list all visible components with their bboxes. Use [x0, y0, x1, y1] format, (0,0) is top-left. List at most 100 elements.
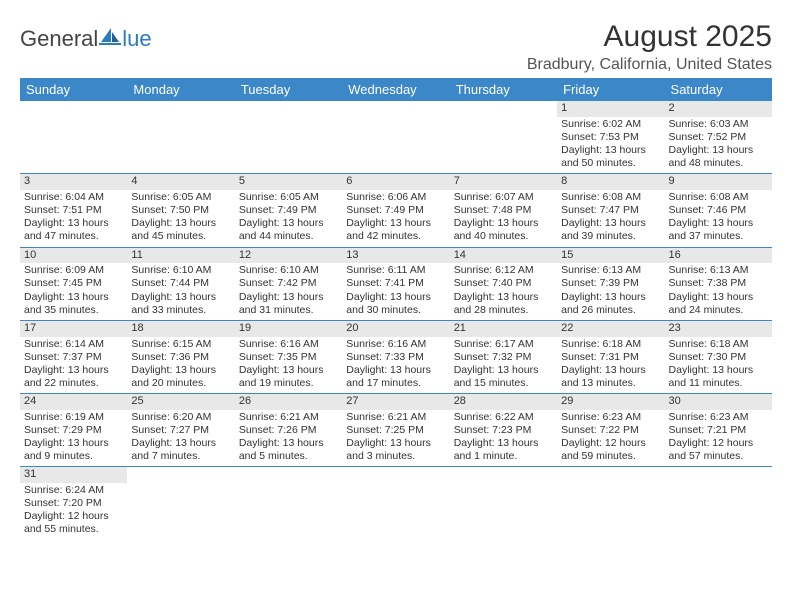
day-header: Monday	[127, 78, 234, 101]
day-cell: 1Sunrise: 6:02 AMSunset: 7:53 PMDaylight…	[557, 101, 664, 174]
day-number: 14	[450, 248, 557, 264]
day-number: 29	[557, 394, 664, 410]
week-row: 24Sunrise: 6:19 AMSunset: 7:29 PMDayligh…	[20, 394, 772, 467]
day-cell: 5Sunrise: 6:05 AMSunset: 7:49 PMDaylight…	[235, 174, 342, 247]
day-cell: 21Sunrise: 6:17 AMSunset: 7:32 PMDayligh…	[450, 320, 557, 393]
header: General lue August 2025 Bradbury, Califo…	[20, 20, 772, 74]
sunset: Sunset: 7:50 PM	[131, 204, 230, 217]
day-header: Saturday	[665, 78, 772, 101]
calendar-body: 1Sunrise: 6:02 AMSunset: 7:53 PMDaylight…	[20, 101, 772, 540]
sunset: Sunset: 7:49 PM	[346, 204, 445, 217]
sunset: Sunset: 7:53 PM	[561, 131, 660, 144]
sunrise: Sunrise: 6:06 AM	[346, 191, 445, 204]
sunset: Sunset: 7:51 PM	[24, 204, 123, 217]
day-number: 10	[20, 248, 127, 264]
week-row: 10Sunrise: 6:09 AMSunset: 7:45 PMDayligh…	[20, 247, 772, 320]
sunrise: Sunrise: 6:02 AM	[561, 118, 660, 131]
day-number: 9	[665, 174, 772, 190]
sunset: Sunset: 7:22 PM	[561, 424, 660, 437]
sunrise: Sunrise: 6:24 AM	[24, 484, 123, 497]
day-cell: 9Sunrise: 6:08 AMSunset: 7:46 PMDaylight…	[665, 174, 772, 247]
daylight: Daylight: 13 hours and 9 minutes.	[24, 437, 123, 463]
sunrise: Sunrise: 6:16 AM	[346, 338, 445, 351]
sunset: Sunset: 7:42 PM	[239, 277, 338, 290]
day-details: Sunrise: 6:10 AMSunset: 7:42 PMDaylight:…	[235, 263, 342, 320]
day-cell: 29Sunrise: 6:23 AMSunset: 7:22 PMDayligh…	[557, 394, 664, 467]
daylight: Daylight: 13 hours and 45 minutes.	[131, 217, 230, 243]
day-number: 1	[557, 101, 664, 117]
logo-sail-icon	[98, 26, 122, 52]
day-cell: 14Sunrise: 6:12 AMSunset: 7:40 PMDayligh…	[450, 247, 557, 320]
day-number: 18	[127, 321, 234, 337]
sunrise: Sunrise: 6:18 AM	[669, 338, 768, 351]
day-number: 30	[665, 394, 772, 410]
sunset: Sunset: 7:27 PM	[131, 424, 230, 437]
sunrise: Sunrise: 6:04 AM	[24, 191, 123, 204]
day-details: Sunrise: 6:02 AMSunset: 7:53 PMDaylight:…	[557, 117, 664, 174]
day-number: 19	[235, 321, 342, 337]
day-details: Sunrise: 6:11 AMSunset: 7:41 PMDaylight:…	[342, 263, 449, 320]
sunset: Sunset: 7:26 PM	[239, 424, 338, 437]
day-cell: 17Sunrise: 6:14 AMSunset: 7:37 PMDayligh…	[20, 320, 127, 393]
day-number: 4	[127, 174, 234, 190]
day-number: 16	[665, 248, 772, 264]
daylight: Daylight: 13 hours and 50 minutes.	[561, 144, 660, 170]
day-number: 5	[235, 174, 342, 190]
day-cell: 4Sunrise: 6:05 AMSunset: 7:50 PMDaylight…	[127, 174, 234, 247]
day-header-row: SundayMondayTuesdayWednesdayThursdayFrid…	[20, 78, 772, 101]
day-details: Sunrise: 6:18 AMSunset: 7:30 PMDaylight:…	[665, 337, 772, 394]
day-cell: 15Sunrise: 6:13 AMSunset: 7:39 PMDayligh…	[557, 247, 664, 320]
sunrise: Sunrise: 6:19 AM	[24, 411, 123, 424]
day-number: 7	[450, 174, 557, 190]
daylight: Daylight: 13 hours and 17 minutes.	[346, 364, 445, 390]
daylight: Daylight: 13 hours and 7 minutes.	[131, 437, 230, 463]
empty-cell	[450, 467, 557, 540]
day-details: Sunrise: 6:08 AMSunset: 7:46 PMDaylight:…	[665, 190, 772, 247]
day-number: 17	[20, 321, 127, 337]
day-details: Sunrise: 6:16 AMSunset: 7:35 PMDaylight:…	[235, 337, 342, 394]
month-title: August 2025	[527, 20, 772, 54]
sunset: Sunset: 7:36 PM	[131, 351, 230, 364]
day-details: Sunrise: 6:14 AMSunset: 7:37 PMDaylight:…	[20, 337, 127, 394]
day-number: 26	[235, 394, 342, 410]
day-cell: 3Sunrise: 6:04 AMSunset: 7:51 PMDaylight…	[20, 174, 127, 247]
sunrise: Sunrise: 6:14 AM	[24, 338, 123, 351]
day-details: Sunrise: 6:20 AMSunset: 7:27 PMDaylight:…	[127, 410, 234, 467]
day-cell: 23Sunrise: 6:18 AMSunset: 7:30 PMDayligh…	[665, 320, 772, 393]
day-number: 8	[557, 174, 664, 190]
day-number: 27	[342, 394, 449, 410]
day-cell: 28Sunrise: 6:22 AMSunset: 7:23 PMDayligh…	[450, 394, 557, 467]
sunrise: Sunrise: 6:21 AM	[239, 411, 338, 424]
day-number: 22	[557, 321, 664, 337]
sunset: Sunset: 7:23 PM	[454, 424, 553, 437]
sunset: Sunset: 7:29 PM	[24, 424, 123, 437]
day-details: Sunrise: 6:13 AMSunset: 7:39 PMDaylight:…	[557, 263, 664, 320]
day-details: Sunrise: 6:17 AMSunset: 7:32 PMDaylight:…	[450, 337, 557, 394]
day-details: Sunrise: 6:03 AMSunset: 7:52 PMDaylight:…	[665, 117, 772, 174]
day-cell: 19Sunrise: 6:16 AMSunset: 7:35 PMDayligh…	[235, 320, 342, 393]
sunrise: Sunrise: 6:10 AM	[239, 264, 338, 277]
day-cell: 10Sunrise: 6:09 AMSunset: 7:45 PMDayligh…	[20, 247, 127, 320]
sunset: Sunset: 7:21 PM	[669, 424, 768, 437]
sunset: Sunset: 7:25 PM	[346, 424, 445, 437]
day-details: Sunrise: 6:23 AMSunset: 7:21 PMDaylight:…	[665, 410, 772, 467]
daylight: Daylight: 13 hours and 22 minutes.	[24, 364, 123, 390]
sunset: Sunset: 7:40 PM	[454, 277, 553, 290]
day-details: Sunrise: 6:07 AMSunset: 7:48 PMDaylight:…	[450, 190, 557, 247]
sunset: Sunset: 7:20 PM	[24, 497, 123, 510]
day-details: Sunrise: 6:05 AMSunset: 7:49 PMDaylight:…	[235, 190, 342, 247]
sunset: Sunset: 7:35 PM	[239, 351, 338, 364]
sunset: Sunset: 7:46 PM	[669, 204, 768, 217]
week-row: 1Sunrise: 6:02 AMSunset: 7:53 PMDaylight…	[20, 101, 772, 174]
daylight: Daylight: 13 hours and 31 minutes.	[239, 291, 338, 317]
calendar-table: SundayMondayTuesdayWednesdayThursdayFrid…	[20, 78, 772, 540]
daylight: Daylight: 13 hours and 26 minutes.	[561, 291, 660, 317]
sunset: Sunset: 7:41 PM	[346, 277, 445, 290]
day-cell: 30Sunrise: 6:23 AMSunset: 7:21 PMDayligh…	[665, 394, 772, 467]
day-number: 20	[342, 321, 449, 337]
day-details: Sunrise: 6:15 AMSunset: 7:36 PMDaylight:…	[127, 337, 234, 394]
daylight: Daylight: 13 hours and 1 minute.	[454, 437, 553, 463]
daylight: Daylight: 13 hours and 13 minutes.	[561, 364, 660, 390]
day-number: 13	[342, 248, 449, 264]
day-details: Sunrise: 6:04 AMSunset: 7:51 PMDaylight:…	[20, 190, 127, 247]
